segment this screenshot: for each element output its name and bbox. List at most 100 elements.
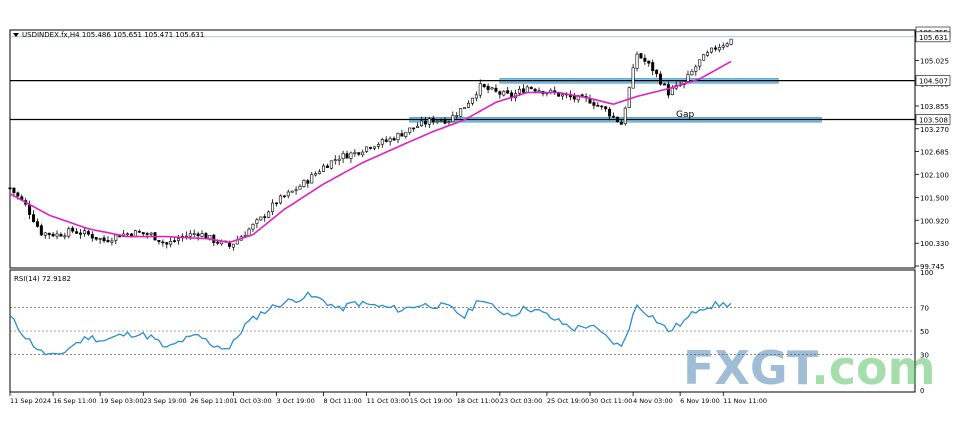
candle-body: [502, 91, 506, 96]
candle-body: [670, 87, 674, 95]
candle-body: [16, 192, 20, 197]
candle-body: [208, 235, 212, 239]
candle-body: [627, 87, 631, 108]
rsi-layer: [9, 291, 915, 356]
collapse-triangle-icon[interactable]: [13, 33, 19, 37]
candle-body: [278, 195, 282, 204]
candle-body: [71, 227, 75, 232]
x-tick-label: 6 Nov 19:00: [680, 397, 720, 405]
candle-body: [655, 69, 659, 75]
x-tick-label: 23 Sep 19:00: [143, 397, 186, 405]
candle-body: [55, 233, 59, 237]
candle-body: [631, 67, 635, 89]
candle-body: [419, 120, 423, 126]
watermark-logo: FXGT.com: [683, 341, 936, 395]
candle-body: [525, 86, 529, 93]
gap-annotation: Gap: [676, 110, 694, 120]
candle-body: [435, 120, 439, 123]
candle-body: [729, 38, 733, 45]
candle-body: [126, 233, 130, 236]
candle-body: [200, 233, 204, 237]
candle-body: [537, 90, 541, 93]
candle-body: [169, 241, 173, 245]
candle-body: [561, 94, 565, 97]
candle-body: [529, 87, 533, 89]
candle-body: [298, 186, 302, 190]
candle-body: [608, 108, 612, 117]
x-tick-label: 30 Oct 11:00: [590, 397, 632, 405]
price-label: 104.507: [919, 78, 948, 86]
x-tick-label: 16 Sep 11:00: [53, 397, 96, 405]
candle-body: [325, 165, 329, 168]
candle-body: [145, 233, 149, 235]
candle-body: [467, 102, 471, 108]
candles-layer: [8, 38, 733, 251]
candle-body: [247, 228, 251, 236]
candle-body: [651, 62, 655, 72]
x-axis: 11 Sep 2024 16 Sep 11:00 19 Sep 03:00 23 Se…: [9, 392, 767, 405]
candle-body: [596, 105, 600, 107]
candle-body: [478, 83, 482, 96]
candle-body: [521, 88, 525, 93]
x-tick-label: 11 Nov 11:00: [723, 397, 767, 405]
rsi-tick-label: 100: [920, 269, 933, 277]
candle-body: [396, 133, 400, 141]
candle-body: [28, 204, 32, 215]
candle-body: [192, 233, 196, 235]
candle-body: [263, 216, 267, 218]
candle-body: [294, 189, 298, 192]
price-label: 103.508: [919, 116, 948, 124]
candle-body: [572, 95, 576, 100]
candle-body: [388, 138, 392, 142]
candle-body: [517, 88, 521, 94]
x-tick-label: 23 Oct 03:00: [500, 397, 542, 405]
candle-body: [615, 116, 619, 123]
levels-layer: [10, 36, 915, 121]
candle-body: [451, 115, 455, 123]
candle-body: [243, 235, 247, 237]
x-tick-label: 3 Oct 19:00: [276, 397, 314, 405]
candle-body: [455, 115, 459, 117]
candle-body: [286, 191, 290, 197]
candle-body: [310, 174, 314, 184]
candle-body: [102, 237, 106, 242]
candle-body: [90, 234, 94, 239]
candle-body: [322, 165, 326, 172]
candle-body: [63, 235, 67, 238]
rsi-line: [9, 291, 732, 356]
candle-body: [666, 84, 670, 96]
candle-body: [110, 240, 114, 243]
y-tick-label: 105.025: [920, 57, 949, 65]
candle-body: [39, 225, 43, 236]
x-tick-label: 25 Oct 19:00: [547, 397, 589, 405]
x-tick-label: 26 Sep 11:00: [190, 397, 233, 405]
candle-body: [165, 242, 169, 245]
candle-body: [439, 120, 443, 122]
candle-body: [43, 232, 47, 236]
x-tick-label: 11 Oct 03:00: [367, 397, 409, 405]
candle-body: [470, 97, 474, 104]
y-tick-label: 99.745: [920, 263, 945, 271]
candle-body: [717, 47, 721, 51]
candle-body: [137, 231, 141, 233]
candle-body: [106, 240, 110, 242]
y-tick-label: 101.500: [920, 195, 949, 203]
candle-body: [498, 91, 502, 95]
rsi-tick-label: 70: [920, 304, 929, 312]
candle-body: [82, 230, 86, 235]
candle-body: [431, 117, 435, 123]
candle-body: [702, 54, 706, 61]
candle-body: [721, 45, 725, 48]
candle-body: [592, 102, 596, 106]
y-tick-label: 103.270: [920, 126, 949, 134]
candle-body: [157, 240, 161, 243]
candle-body: [423, 120, 427, 125]
candle-body: [177, 238, 181, 241]
y-tick-label: 100.920: [920, 217, 949, 225]
x-tick-label: 11 Sep 2024: [10, 397, 51, 405]
candle-body: [474, 94, 478, 99]
candle-body: [647, 60, 651, 64]
candle-body: [329, 160, 333, 169]
